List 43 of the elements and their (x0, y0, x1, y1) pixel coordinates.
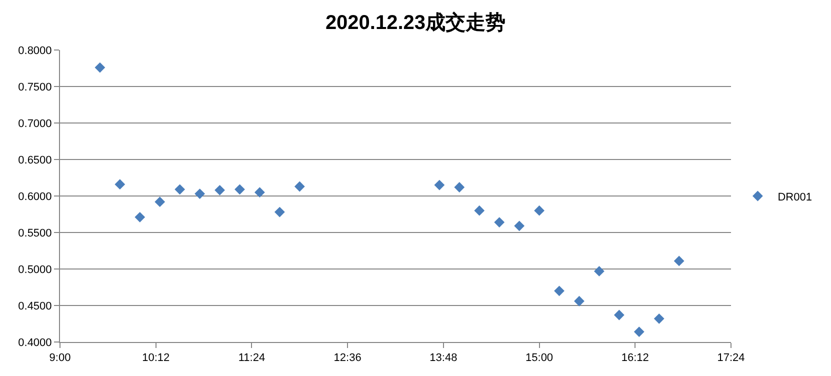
point (94, 62, 106, 73)
point (254, 187, 265, 198)
x-tick-label: 16:12 (621, 352, 649, 364)
chart-title: 2020.12.23成交走势 (325, 11, 506, 34)
y-tick-label: 0.5000 (18, 264, 52, 276)
point (194, 188, 205, 200)
point (594, 266, 604, 276)
point (534, 205, 544, 216)
x-tick-label: 12:36 (334, 352, 362, 364)
point (514, 220, 525, 232)
point (454, 182, 465, 192)
x-tick-label: 11:24 (238, 352, 266, 364)
point (634, 326, 644, 337)
point (174, 184, 186, 195)
point (614, 310, 624, 320)
point (114, 179, 126, 190)
point (434, 180, 445, 190)
y-tick-label: 0.6000 (18, 190, 52, 203)
x-tick-label: 15:00 (526, 352, 554, 364)
point (294, 181, 305, 192)
y-tick-label: 0.7000 (18, 118, 52, 130)
point (494, 217, 505, 228)
x-tick-label: 10:12 (142, 352, 170, 364)
y-tick-label: 0.6500 (18, 154, 52, 166)
y-tick-label: 0.4500 (18, 300, 52, 312)
point (674, 256, 684, 266)
legend-label: DR001 (778, 191, 812, 204)
y-tick-label: 0.7500 (18, 81, 52, 94)
y-tick-label: 0.4000 (18, 336, 52, 349)
point (154, 196, 166, 208)
point (574, 296, 584, 306)
point (214, 184, 225, 196)
y-tick-label: 0.8000 (18, 44, 52, 57)
x-tick-label: 13:48 (430, 352, 458, 364)
point (234, 184, 245, 195)
point (274, 206, 285, 218)
x-tick-label: 17:24 (717, 352, 745, 364)
point (554, 286, 564, 296)
point (654, 313, 664, 324)
x-tick-label: 9:00 (49, 352, 71, 364)
point (134, 212, 146, 222)
point (474, 205, 485, 216)
y-tick-label: 0.5500 (18, 227, 52, 240)
